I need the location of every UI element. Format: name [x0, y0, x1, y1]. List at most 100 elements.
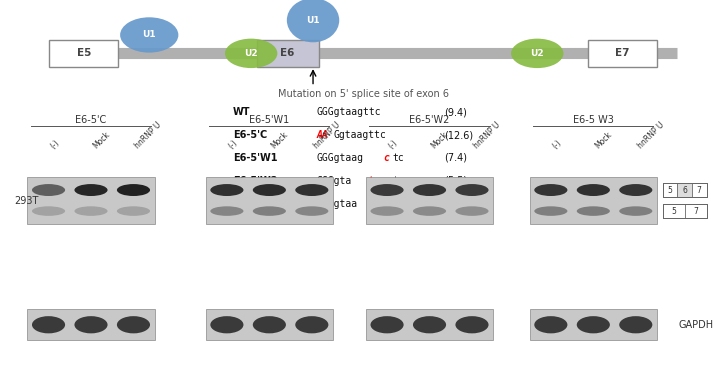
Text: E6-5'W1: E6-5'W1 — [249, 115, 290, 125]
Ellipse shape — [225, 39, 277, 68]
Text: tc: tc — [376, 198, 387, 209]
Text: E6-5 W3: E6-5 W3 — [573, 115, 614, 125]
Text: tc: tc — [392, 176, 404, 186]
Text: GGGgtaag: GGGgtaag — [317, 153, 364, 163]
Ellipse shape — [456, 206, 488, 216]
Text: U1: U1 — [306, 16, 320, 25]
Text: (3.8): (3.8) — [444, 198, 467, 209]
Text: hnRNP U: hnRNP U — [312, 121, 341, 151]
Bar — [662, 183, 706, 197]
Text: E6-5'W2: E6-5'W2 — [233, 176, 277, 186]
Bar — [365, 177, 494, 224]
Bar — [662, 183, 706, 197]
Bar — [662, 204, 706, 218]
Ellipse shape — [413, 206, 446, 216]
Ellipse shape — [577, 206, 610, 216]
Ellipse shape — [253, 184, 286, 196]
Text: E5: E5 — [76, 48, 91, 59]
Bar — [50, 40, 118, 67]
Text: 6: 6 — [682, 185, 687, 195]
Ellipse shape — [117, 206, 150, 216]
Ellipse shape — [456, 316, 488, 333]
Text: E6-5'C: E6-5'C — [233, 130, 267, 140]
Text: Mock: Mock — [91, 131, 111, 151]
Text: 5: 5 — [668, 185, 673, 195]
Bar — [678, 183, 692, 197]
Text: (9.4): (9.4) — [444, 107, 467, 117]
Text: GAPDH: GAPDH — [678, 319, 713, 330]
Ellipse shape — [210, 316, 243, 333]
Ellipse shape — [511, 39, 563, 68]
Text: (-): (-) — [551, 138, 563, 151]
Ellipse shape — [534, 184, 567, 196]
Text: U1: U1 — [143, 31, 156, 39]
Text: Mutation on 5' splice site of exon 6: Mutation on 5' splice site of exon 6 — [279, 89, 449, 99]
Ellipse shape — [32, 316, 65, 333]
Text: U2: U2 — [531, 49, 544, 58]
Text: 7: 7 — [693, 206, 698, 216]
Bar — [28, 177, 154, 224]
Text: E6-5'W1: E6-5'W1 — [233, 153, 277, 163]
Ellipse shape — [120, 17, 178, 53]
Text: GGGgtaa: GGGgtaa — [317, 198, 357, 209]
Ellipse shape — [296, 316, 328, 333]
Text: (7.4): (7.4) — [444, 153, 467, 163]
Bar — [257, 40, 319, 67]
Ellipse shape — [534, 316, 567, 333]
Text: c: c — [384, 153, 389, 163]
Text: Mock: Mock — [593, 131, 614, 151]
Bar — [365, 309, 494, 340]
Ellipse shape — [74, 206, 108, 216]
Text: Mock: Mock — [430, 131, 450, 151]
Ellipse shape — [117, 316, 150, 333]
Bar — [588, 40, 657, 67]
Text: 5: 5 — [671, 206, 676, 216]
Ellipse shape — [534, 206, 567, 216]
Ellipse shape — [620, 184, 652, 196]
Text: GGGgta: GGGgta — [317, 176, 352, 186]
Text: tc: tc — [392, 198, 404, 209]
Text: (-): (-) — [227, 138, 240, 151]
Bar — [28, 309, 154, 340]
Ellipse shape — [413, 184, 446, 196]
Ellipse shape — [577, 316, 610, 333]
Bar — [529, 309, 657, 340]
Ellipse shape — [371, 206, 403, 216]
Ellipse shape — [210, 206, 243, 216]
Text: tc: tc — [392, 153, 404, 163]
Ellipse shape — [210, 184, 243, 196]
Text: WT: WT — [233, 107, 250, 117]
Ellipse shape — [620, 316, 652, 333]
Ellipse shape — [577, 184, 610, 196]
Ellipse shape — [296, 184, 328, 196]
Ellipse shape — [620, 206, 652, 216]
Text: (-): (-) — [387, 138, 400, 151]
Ellipse shape — [32, 184, 65, 196]
Ellipse shape — [74, 184, 108, 196]
Ellipse shape — [456, 184, 488, 196]
Ellipse shape — [413, 316, 446, 333]
Text: hnRNP U: hnRNP U — [133, 121, 163, 151]
Text: AA: AA — [317, 130, 328, 140]
Bar — [662, 204, 706, 218]
Text: (-): (-) — [49, 138, 61, 151]
Bar — [205, 309, 333, 340]
Ellipse shape — [371, 316, 403, 333]
Ellipse shape — [287, 0, 339, 42]
Text: hnRNP U: hnRNP U — [636, 121, 665, 151]
Text: Ggtaagttc: Ggtaagttc — [333, 130, 387, 140]
Text: E6-5'C: E6-5'C — [76, 115, 106, 125]
Ellipse shape — [296, 206, 328, 216]
Text: E6-5'W3: E6-5'W3 — [233, 198, 277, 209]
Ellipse shape — [117, 184, 150, 196]
Bar — [529, 177, 657, 224]
Text: tga: tga — [367, 176, 384, 186]
Bar — [205, 177, 333, 224]
Text: U2: U2 — [245, 49, 258, 58]
Text: (5.5): (5.5) — [444, 176, 467, 186]
Text: 293T: 293T — [15, 195, 39, 206]
Text: 7: 7 — [697, 185, 702, 195]
Ellipse shape — [253, 206, 286, 216]
Ellipse shape — [74, 316, 108, 333]
Text: E6: E6 — [280, 48, 295, 59]
